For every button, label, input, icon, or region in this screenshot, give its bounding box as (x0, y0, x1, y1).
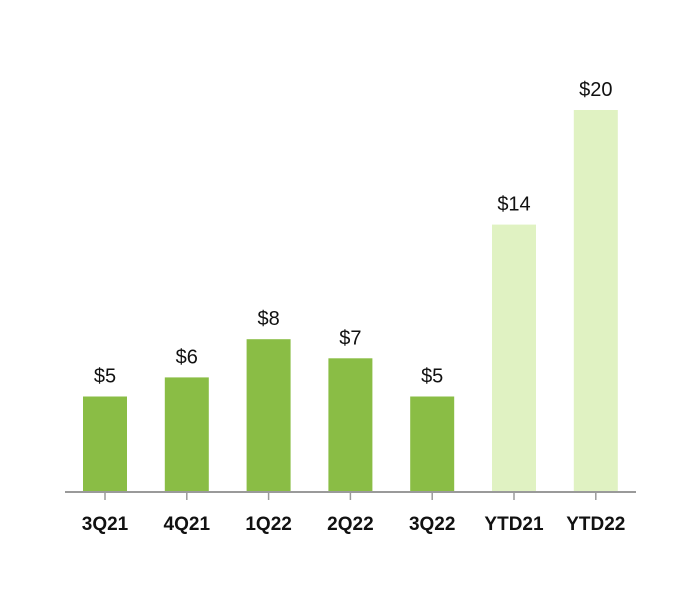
x-axis-tick-labels: 3Q21 4Q21 1Q22 2Q22 3Q22 YTD21 YTD22 (82, 514, 626, 535)
bar-2q22 (328, 358, 373, 492)
bar-ytd21 (492, 224, 536, 492)
value-label-3q21: $5 (94, 366, 116, 388)
x-tick-label-3q21: 3Q21 (82, 514, 129, 535)
bar-3q22 (410, 396, 455, 492)
bars-layer (83, 110, 618, 492)
value-label-ytd22: $20 (579, 79, 612, 101)
value-label-1q22: $8 (257, 308, 279, 330)
value-label-2q22: $7 (339, 327, 361, 349)
x-tick-label-ytd21: YTD21 (484, 514, 544, 535)
bar-4q21 (164, 377, 209, 492)
bar-ytd22 (573, 110, 618, 492)
value-label-ytd21: $14 (497, 194, 530, 216)
x-tick-label-ytd22: YTD22 (566, 514, 625, 535)
x-tick-label-3q22: 3Q22 (409, 514, 455, 535)
value-label-3q22: $5 (421, 366, 443, 388)
x-tick-label-4q21: 4Q21 (164, 514, 211, 535)
x-tick-label-1q22: 1Q22 (245, 514, 291, 535)
x-axis-ticks (104, 492, 597, 500)
value-labels-layer: $5 $6 $8 $7 $5 $14 $20 (94, 79, 613, 388)
bar-1q22 (246, 339, 291, 492)
x-tick-label-2q22: 2Q22 (327, 514, 373, 535)
bar-3q21 (83, 396, 127, 492)
value-label-4q21: $6 (176, 346, 198, 368)
